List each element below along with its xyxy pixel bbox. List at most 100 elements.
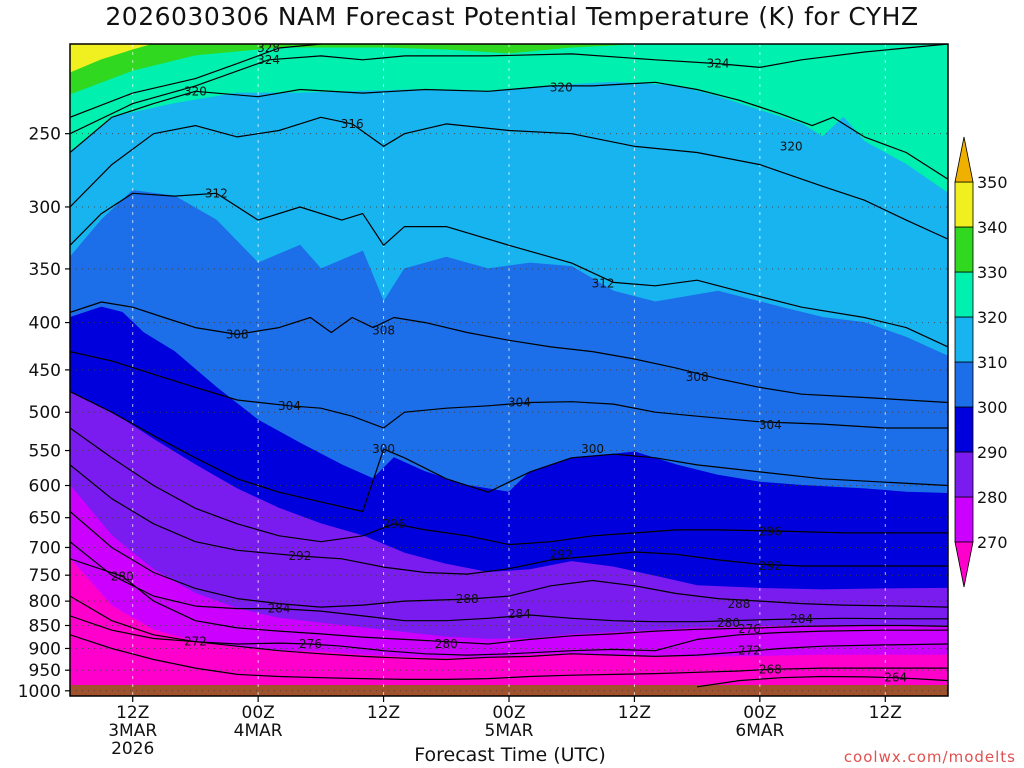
contour-308 <box>70 301 948 404</box>
contour-300 <box>70 391 948 513</box>
colorbar-label-330: 330 <box>977 263 1008 282</box>
y-tick-label-800: 800 <box>29 592 61 612</box>
y-tick-label-1000: 1000 <box>18 682 61 702</box>
x-tick-label: 6MAR <box>735 721 784 741</box>
x-tick-label: 12Z <box>116 703 149 723</box>
contour-276 <box>70 595 948 656</box>
x-tick-label: 4MAR <box>234 721 283 741</box>
x-tick-label: 12Z <box>367 703 400 723</box>
contour-label-276: 276 <box>738 622 761 636</box>
contour-label-296: 296 <box>759 525 782 539</box>
colorbar-label-300: 300 <box>977 398 1008 417</box>
colorbar-segment-300 <box>954 361 974 408</box>
colorbar-segment-330 <box>954 226 974 273</box>
contour-label-288: 288 <box>727 597 750 611</box>
colorbar-segment-320 <box>954 271 974 318</box>
colorbar-segment-270 <box>954 496 974 543</box>
contour-label-292: 292 <box>288 549 311 563</box>
y-tick-label-850: 850 <box>29 616 61 636</box>
colorbar-label-310: 310 <box>977 353 1008 372</box>
contour-280 <box>70 558 948 645</box>
contour-label-308: 308 <box>226 327 249 341</box>
contour-264 <box>697 675 948 688</box>
contour-label-300: 300 <box>372 442 395 456</box>
x-tick-label: 00Z <box>242 703 275 723</box>
colorbar-label-270: 270 <box>977 533 1008 552</box>
page-title: 2026030306 NAM Forecast Potential Temper… <box>105 2 919 31</box>
colorbar-segment-310 <box>954 316 974 363</box>
colorbar-label-350: 350 <box>977 173 1008 192</box>
y-tick-label-400: 400 <box>29 314 61 334</box>
colorbar-segment-280 <box>954 451 974 498</box>
x-tick-label: 00Z <box>743 703 776 723</box>
grid <box>70 44 948 696</box>
contour-label-304: 304 <box>508 395 531 409</box>
contour-288 <box>70 511 948 608</box>
contour-316 <box>70 116 948 240</box>
y-tick-label-450: 450 <box>29 361 61 381</box>
y-tick-label-750: 750 <box>29 566 61 586</box>
contour-label-316: 316 <box>341 117 364 131</box>
y-tick-label-600: 600 <box>29 477 61 497</box>
contour-label-292: 292 <box>759 559 782 573</box>
contour-label-264: 264 <box>884 671 907 685</box>
x-tick-label: 00Z <box>492 703 525 723</box>
colorbar-label-290: 290 <box>977 443 1008 462</box>
contour-324 <box>70 44 948 135</box>
contour-328 <box>70 44 321 118</box>
colorbar-segment-340 <box>954 181 974 228</box>
contour-label-268: 268 <box>759 662 782 676</box>
contour-label-308: 308 <box>686 370 709 384</box>
band-270 <box>70 558 948 696</box>
contour-label-312: 312 <box>205 186 228 200</box>
colorbar-label-320: 320 <box>977 308 1008 327</box>
contour-label-328: 328 <box>257 41 280 55</box>
contour-label-320: 320 <box>780 139 803 153</box>
contour-268 <box>70 634 948 680</box>
contour-312 <box>70 192 948 348</box>
contour-label-304: 304 <box>278 399 301 413</box>
contour-label-320: 320 <box>184 84 207 98</box>
contour-284 <box>70 541 948 623</box>
contour-label-288: 288 <box>456 592 479 606</box>
x-tick-label: 12Z <box>618 703 651 723</box>
y-tick-label-300: 300 <box>29 198 61 218</box>
contour-292 <box>70 464 948 575</box>
contour-296 <box>70 427 948 546</box>
y-tick-label-700: 700 <box>29 538 61 558</box>
contour-label-312: 312 <box>592 277 615 291</box>
contour-label-280: 280 <box>111 569 134 583</box>
x-axis-title: Forecast Time (UTC) <box>414 744 606 766</box>
contour-label-304: 304 <box>759 418 782 432</box>
contour-320 <box>70 81 948 180</box>
x-tick-label: 2026 <box>111 739 154 759</box>
x-tick-label: 3MAR <box>108 721 157 741</box>
y-tick-label-950: 950 <box>29 661 61 681</box>
contour-272 <box>70 615 948 661</box>
colorbar-high-arrow <box>954 136 974 183</box>
colorbar: 270 280 290 300 310 320 330 340 350 <box>954 136 1008 588</box>
contour-label-320: 320 <box>550 81 573 95</box>
contour-label-284: 284 <box>790 612 813 626</box>
y-tick-label-250: 250 <box>29 125 61 145</box>
colorbar-label-340: 340 <box>977 218 1008 237</box>
contour-label-280: 280 <box>435 637 458 651</box>
contour-304 <box>70 351 948 429</box>
x-tick-label: 12Z <box>869 703 902 723</box>
colorbar-low-arrow <box>954 541 974 588</box>
credit-link[interactable]: coolwx.com/modelts <box>843 748 1016 766</box>
colorbar-segment-290 <box>954 406 974 453</box>
contour-label-300: 300 <box>581 442 604 456</box>
colorbar-label-280: 280 <box>977 488 1008 507</box>
y-tick-label-350: 350 <box>29 260 61 280</box>
contour-label-276: 276 <box>299 637 322 651</box>
contour-label-324: 324 <box>257 53 280 67</box>
y-tick-label-500: 500 <box>29 403 61 423</box>
contour-label-272: 272 <box>738 644 761 658</box>
contour-label-284: 284 <box>508 607 531 621</box>
x-tick-label: 5MAR <box>485 721 534 741</box>
contour-label-272: 272 <box>184 635 207 649</box>
